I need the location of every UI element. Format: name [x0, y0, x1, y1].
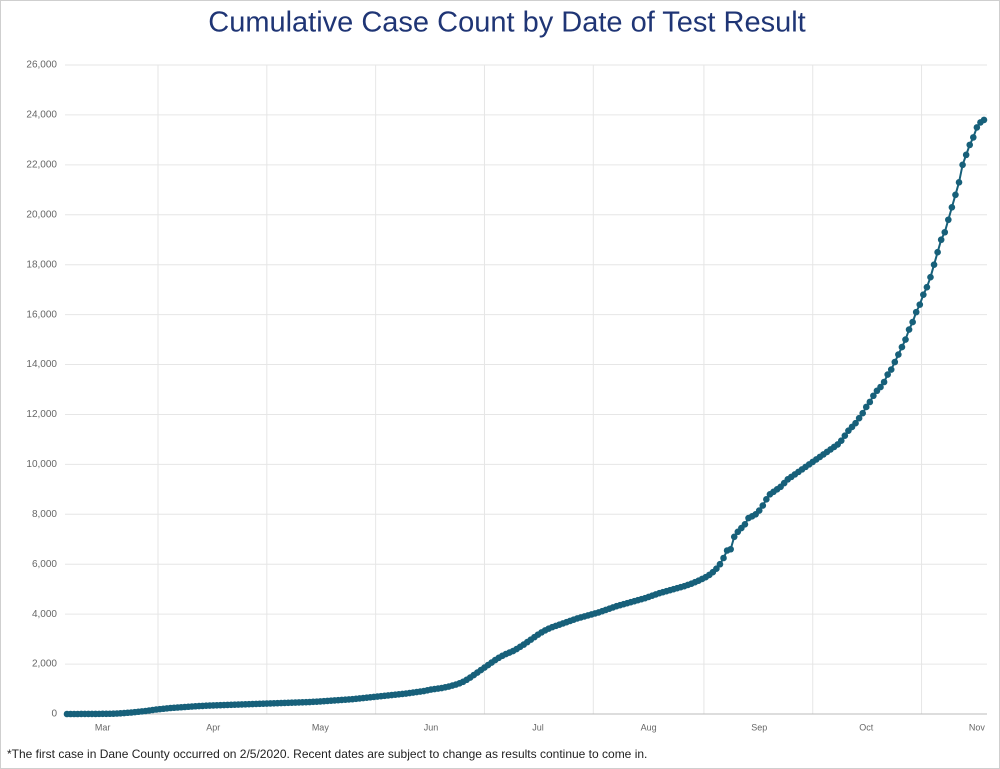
- chart-title: Cumulative Case Count by Date of Test Re…: [208, 7, 805, 39]
- point: [741, 520, 749, 528]
- point: [980, 116, 988, 124]
- point: [866, 398, 874, 406]
- x-tick-label: Oct: [859, 722, 874, 732]
- point: [755, 507, 763, 514]
- point: [923, 283, 931, 291]
- point: [966, 141, 974, 149]
- point: [759, 502, 767, 509]
- point: [934, 248, 941, 256]
- point: [945, 216, 952, 224]
- point: [877, 383, 884, 391]
- point: [912, 308, 920, 316]
- point: [727, 545, 734, 553]
- point: [898, 343, 906, 351]
- footnote: *The first case in Dane County occurred …: [7, 747, 647, 761]
- y-tick-label: 18,000: [26, 259, 57, 270]
- y-tick-label: 22,000: [26, 159, 57, 170]
- point: [895, 351, 902, 358]
- y-tick-label: 10,000: [26, 459, 57, 470]
- point: [902, 336, 909, 343]
- y-tick-label: 6,000: [32, 559, 57, 570]
- point: [859, 409, 866, 417]
- point: [730, 533, 738, 541]
- y-tick-label: 4,000: [32, 609, 57, 620]
- point: [920, 291, 927, 298]
- point: [852, 419, 859, 427]
- x-tick-label: Jun: [424, 722, 439, 732]
- point: [884, 371, 891, 378]
- point: [887, 366, 895, 373]
- y-tick-label: 14,000: [26, 359, 57, 370]
- x-tick-label: Nov: [969, 722, 986, 732]
- point: [952, 191, 959, 199]
- x-tick-label: Mar: [95, 722, 111, 732]
- y-tick-label: 0: [51, 709, 57, 720]
- y-tick-label: 16,000: [26, 309, 57, 320]
- point: [720, 554, 727, 562]
- point: [959, 161, 966, 169]
- y-tick-label: 12,000: [26, 409, 57, 420]
- point: [891, 358, 899, 366]
- x-tick-label: May: [312, 722, 330, 732]
- y-tick-label: 2,000: [32, 659, 57, 670]
- point: [937, 236, 945, 244]
- point: [841, 432, 849, 439]
- point: [862, 403, 870, 411]
- point: [905, 326, 913, 333]
- point: [973, 124, 981, 131]
- x-tick-label: Jul: [532, 722, 544, 732]
- point: [837, 437, 845, 444]
- point: [880, 378, 888, 386]
- point: [930, 261, 938, 268]
- x-tick-label: Aug: [641, 722, 657, 732]
- point: [763, 496, 770, 503]
- point: [955, 179, 963, 186]
- point: [941, 228, 949, 236]
- point: [713, 565, 720, 573]
- point: [916, 301, 924, 308]
- point: [716, 560, 724, 568]
- x-tick-label: Sep: [751, 722, 767, 732]
- point: [962, 151, 970, 159]
- point: [909, 318, 916, 326]
- y-tick-label: 24,000: [26, 110, 57, 121]
- y-tick-label: 26,000: [26, 60, 57, 71]
- point: [870, 392, 877, 400]
- y-tick-label: 8,000: [32, 509, 57, 520]
- point: [948, 203, 956, 211]
- x-tick-label: Apr: [206, 722, 220, 732]
- point: [855, 414, 863, 422]
- point: [927, 273, 934, 281]
- point: [969, 134, 977, 141]
- y-tick-label: 20,000: [26, 209, 57, 220]
